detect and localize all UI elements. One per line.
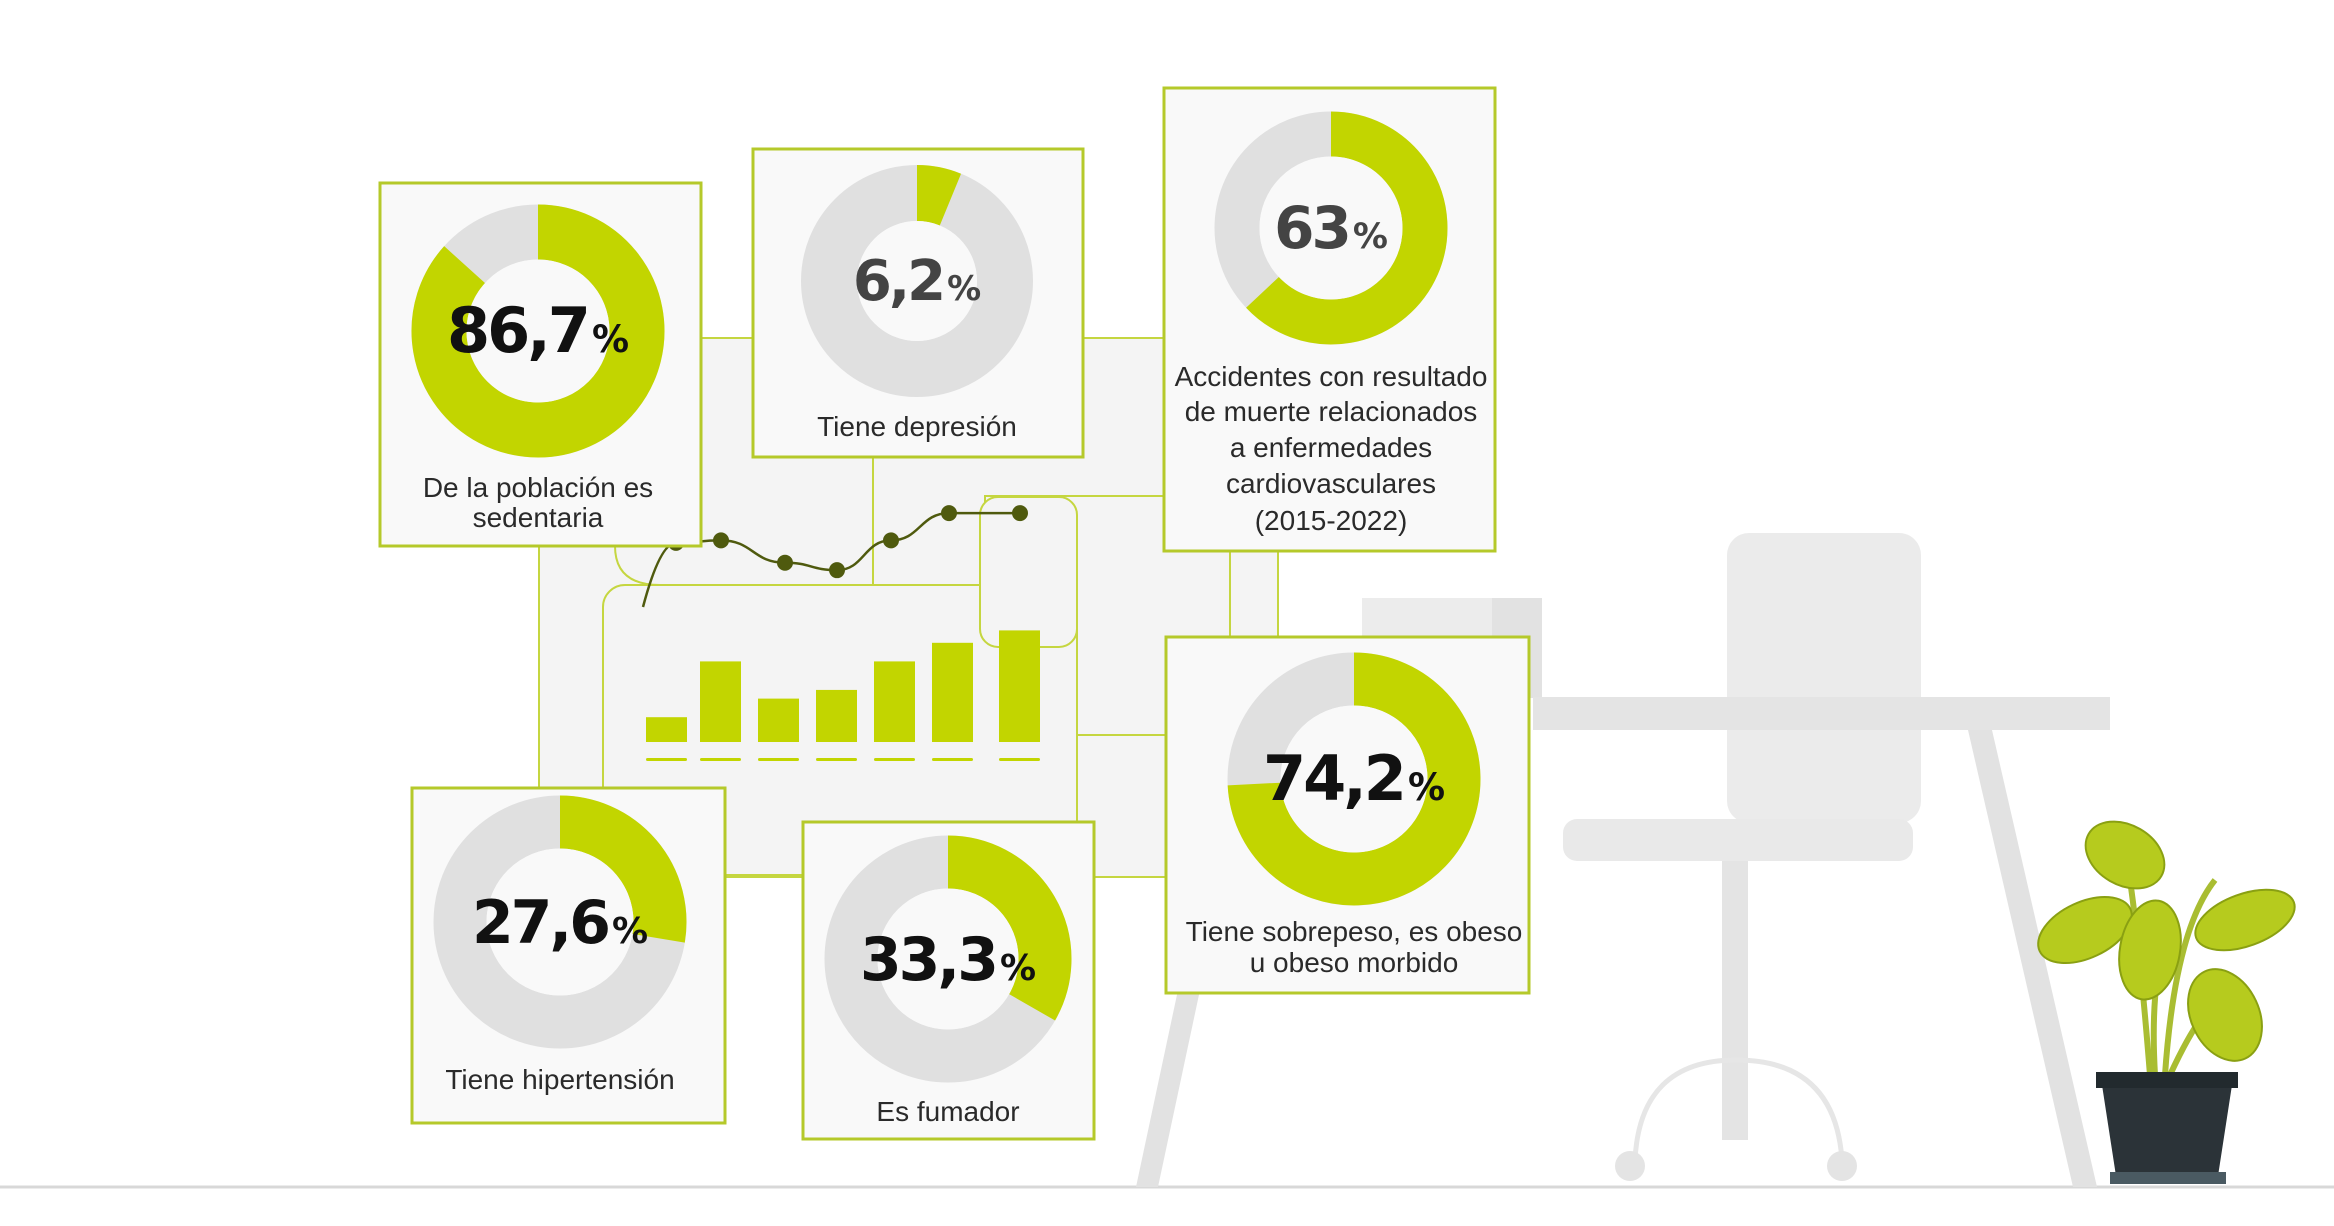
stat-card: 6,2 % Tiene depresión (751, 147, 1085, 459)
stat-label: De la población es (423, 472, 653, 503)
desk-leg (1136, 990, 1200, 1187)
chair-back (1727, 533, 1921, 823)
desk-leg (1968, 730, 2097, 1187)
chart-bar (874, 661, 915, 742)
stat-value: 6,2% (853, 249, 981, 314)
stat-label: cardiovasculares (1226, 468, 1436, 499)
donut-value-arc (559, 795, 687, 943)
donut-value-arc (1227, 652, 1481, 906)
plant-illustration (2037, 820, 2296, 1184)
chart-bar (932, 642, 973, 742)
chart-point (941, 505, 957, 522)
stat-label: Tiene sobrepeso, es obeso (1186, 916, 1523, 947)
chart-baseline-tick (932, 758, 973, 761)
stat-label: de muerte relacionados (1185, 396, 1478, 427)
stat-card: 63 % Accidentes con resultado de muerte rel… (1162, 86, 1497, 553)
stat-value: 63% (1274, 194, 1388, 262)
stat-label: sedentaria (473, 502, 604, 533)
stat-label: u obeso morbido (1250, 947, 1459, 978)
chart-baseline-tick (874, 758, 915, 761)
stat-label: Es fumador (876, 1096, 1019, 1127)
stat-label: Tiene hipertensión (445, 1064, 674, 1095)
desk-top (1533, 697, 2110, 730)
chart-baseline-tick (999, 758, 1040, 761)
donut-value-arc (915, 165, 962, 226)
chart-bar (758, 698, 799, 742)
desk-illustration (1136, 533, 2110, 1187)
stat-label: (2015-2022) (1255, 505, 1408, 536)
stat-label: Tiene depresión (817, 411, 1017, 442)
stat-label: Accidentes con resultado (1175, 361, 1488, 392)
stat-card: 33,3 % Es fumador (801, 820, 1096, 1141)
chart-baseline-tick (758, 758, 799, 761)
chart-point (1012, 505, 1028, 522)
chart-baseline-tick (816, 758, 857, 761)
plant-pot (2100, 1072, 2234, 1176)
stat-value: 86,7% (447, 294, 629, 367)
chart-baseline-tick (700, 758, 741, 761)
chair-wheel (1827, 1151, 1857, 1181)
chart-bar (700, 661, 741, 742)
chart-point (829, 562, 845, 579)
chart-point (883, 532, 899, 549)
stat-value: 74,2% (1263, 742, 1445, 815)
stat-label: a enfermedades (1230, 432, 1432, 463)
chart-point (713, 532, 729, 549)
chart-bar (999, 630, 1040, 742)
stat-value: 33,3% (860, 925, 1036, 995)
stat-card: 27,6 % Tiene hipertensión (410, 786, 727, 1125)
chart-bar (816, 689, 857, 742)
chair-wheel (1615, 1151, 1645, 1181)
chair-seat (1563, 819, 1913, 861)
chart-bar (646, 717, 687, 742)
donut-value-arc (947, 835, 1072, 1021)
donut-value-arc (1246, 111, 1448, 345)
chart-baseline-tick (646, 758, 687, 761)
stat-value: 27,6% (472, 888, 648, 958)
donut-value-arc (411, 204, 665, 458)
chart-point (777, 554, 793, 571)
